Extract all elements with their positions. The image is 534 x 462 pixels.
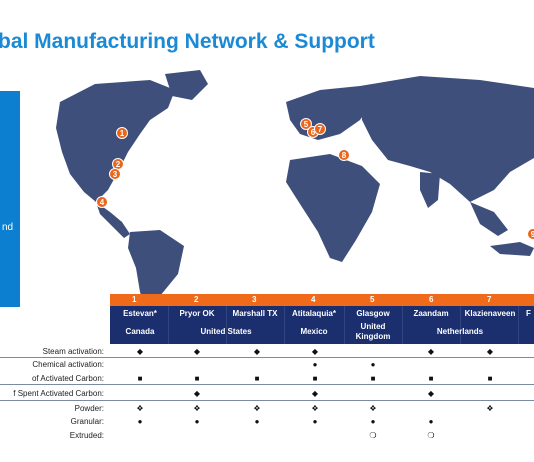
row-label: Steam activation:	[42, 347, 104, 356]
asia-shape	[360, 76, 534, 202]
row-label: Powder:	[74, 404, 104, 413]
column-divider	[460, 306, 461, 344]
capability-symbol: ■	[312, 374, 318, 383]
site-city: F	[526, 309, 531, 318]
capability-symbol: ■	[194, 374, 200, 383]
site-city: Pryor OK	[179, 309, 215, 318]
capability-symbol: ❍	[427, 431, 435, 440]
capability-symbol: ◆	[427, 347, 435, 356]
column-divider	[344, 306, 345, 344]
capability-symbol: ●	[312, 360, 318, 369]
column-divider	[284, 306, 285, 344]
row-divider	[0, 400, 534, 401]
column-divider	[168, 306, 169, 344]
country-label: Mexico	[300, 327, 328, 336]
site-city: Atitalaquia*	[291, 309, 336, 318]
capability-symbol: ■	[487, 374, 493, 383]
indonesia-shape	[490, 242, 534, 256]
capability-symbol: ◆	[311, 347, 319, 356]
row-label: f Spent Activated Carbon:	[13, 389, 104, 398]
map-marker-8[interactable]: 8	[338, 149, 350, 161]
left-info-panel: nd	[0, 91, 20, 307]
capability-symbol: ❖	[311, 404, 319, 413]
capability-symbol: ❖	[193, 404, 201, 413]
site-number: 1	[132, 295, 137, 304]
page-title: bal Manufacturing Network & Support	[0, 30, 375, 53]
capability-symbol: ❖	[486, 404, 494, 413]
site-number: 6	[429, 295, 434, 304]
site-city: Estevan*	[123, 309, 157, 318]
map-marker-7[interactable]: 7	[314, 123, 326, 135]
world-map	[56, 70, 534, 310]
capability-symbol: ❍	[369, 431, 377, 440]
capability-symbol: ●	[428, 417, 434, 426]
column-divider	[402, 306, 403, 344]
site-number: 5	[370, 295, 375, 304]
capability-symbol: ●	[254, 417, 260, 426]
capability-symbol: ■	[137, 374, 143, 383]
row-label: of Activated Carbon:	[31, 374, 104, 383]
south-america-shape	[128, 230, 184, 310]
country-label: United Kingdom	[355, 322, 391, 341]
row-label: Extruded:	[69, 431, 104, 440]
se-asia-shape	[470, 202, 508, 236]
site-city: Zaandam	[413, 309, 449, 318]
site-number: 2	[194, 295, 199, 304]
capability-symbol: ❖	[136, 404, 144, 413]
india-shape	[420, 172, 440, 208]
greenland-shape	[165, 70, 208, 100]
map-marker-9[interactable]: 9	[527, 228, 534, 240]
country-label: Netherlands	[436, 327, 484, 336]
capability-symbol: ■	[370, 374, 376, 383]
site-number: 7	[487, 295, 492, 304]
capability-symbol: ◆	[427, 389, 435, 398]
capability-symbol: ◆	[136, 347, 144, 356]
site-city: Marshall TX	[232, 309, 278, 318]
row-label: Chemical activation:	[32, 360, 104, 369]
africa-shape	[286, 154, 380, 262]
left-panel-text: nd	[2, 222, 14, 233]
japan-shape	[518, 126, 530, 152]
site-name-row	[110, 306, 534, 344]
capability-symbol: ◆	[193, 347, 201, 356]
column-divider	[226, 306, 227, 344]
country-label: United States	[200, 327, 252, 336]
central-america-shape	[96, 202, 130, 238]
capability-symbol: ❖	[253, 404, 261, 413]
capability-symbol: ◆	[253, 347, 261, 356]
europe-shape	[286, 86, 372, 140]
capability-symbol: ■	[254, 374, 260, 383]
capability-symbol: ◆	[486, 347, 494, 356]
capability-symbol: ●	[312, 417, 318, 426]
capability-symbol: ■	[428, 374, 434, 383]
row-divider	[0, 384, 534, 385]
site-number: 4	[311, 295, 316, 304]
map-marker-4[interactable]: 4	[96, 196, 108, 208]
row-label: Granular:	[70, 417, 104, 426]
country-label: Canada	[125, 327, 155, 336]
capability-symbol: ●	[194, 417, 200, 426]
site-number: 3	[252, 295, 257, 304]
north-america-shape	[56, 80, 175, 202]
capability-symbol: ❖	[369, 404, 377, 413]
site-number-row	[110, 294, 534, 306]
capability-symbol: ◆	[193, 389, 201, 398]
map-marker-1[interactable]: 1	[116, 127, 128, 139]
site-city: Klazienaveen	[464, 309, 516, 318]
column-divider	[518, 306, 519, 344]
map-marker-3[interactable]: 3	[109, 168, 121, 180]
site-city: Glasgow	[356, 309, 390, 318]
capability-symbol: ●	[370, 360, 376, 369]
capability-symbol: ●	[370, 417, 376, 426]
row-divider	[0, 357, 534, 358]
capability-symbol: ◆	[311, 389, 319, 398]
capability-symbol: ●	[137, 417, 143, 426]
